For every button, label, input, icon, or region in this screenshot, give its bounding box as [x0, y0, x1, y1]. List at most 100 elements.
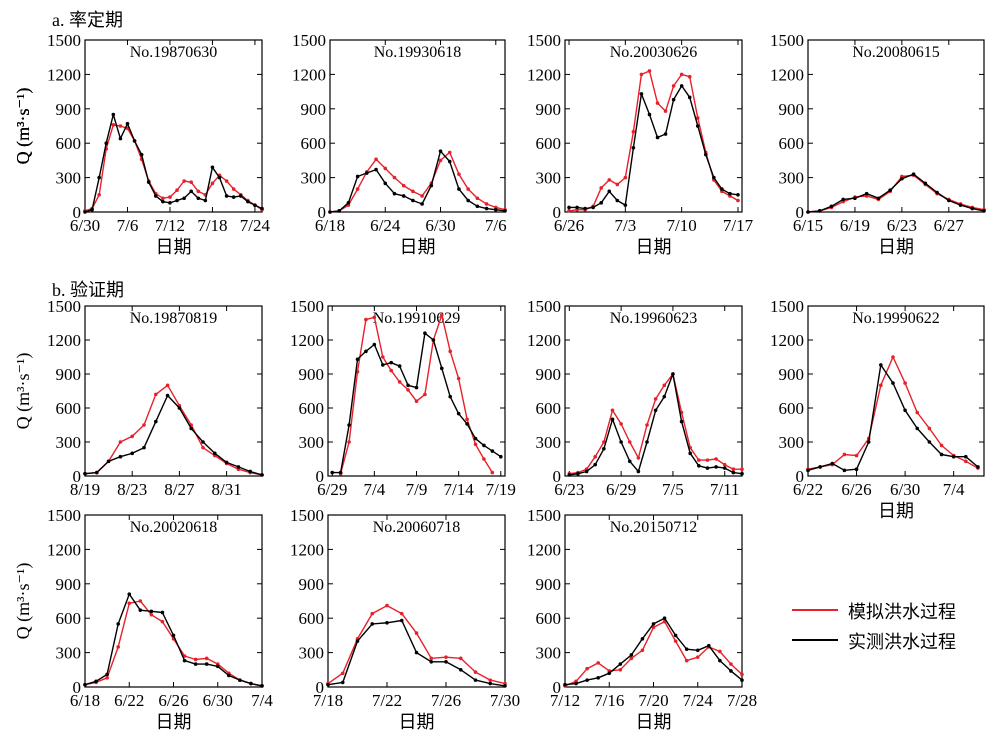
data-point-simulated [593, 454, 598, 459]
data-point-simulated [105, 676, 109, 680]
data-point-simulated [111, 123, 116, 127]
data-point-observed [182, 658, 187, 663]
x-tick-label: 6/22 [114, 691, 144, 710]
data-point-observed [879, 363, 883, 367]
chart-panel-11: 0 300 600 900 1200 1500 7/12 7/16 7/20 7/24 7/28 No… [527, 506, 757, 732]
data-point-observed [260, 684, 264, 688]
data-point-observed [249, 681, 253, 686]
data-point-observed [575, 205, 579, 210]
series-line-observed [807, 173, 985, 213]
data-point-simulated [627, 440, 632, 444]
x-tick-label: 6/26 [841, 480, 871, 499]
chart-title: No.19990622 [852, 310, 940, 327]
data-point-simulated [448, 349, 453, 354]
legend-swatch-observed [792, 639, 838, 641]
x-tick-label: 6/30 [425, 216, 455, 235]
data-point-simulated [655, 101, 660, 105]
x-tick-label: 7/24 [683, 691, 714, 710]
data-point-simulated [423, 392, 427, 397]
data-point-observed [231, 195, 236, 199]
data-point-observed [866, 440, 871, 444]
data-point-simulated [731, 467, 736, 472]
data-point-simulated [639, 72, 644, 77]
y-tick-label: 1500 [290, 297, 324, 316]
data-point-observed [337, 209, 342, 213]
y-tick-label: 300 [299, 433, 325, 452]
y-tick-label: 1500 [290, 506, 324, 525]
x-tick-label: 7/18 [313, 691, 343, 710]
data-point-simulated [399, 611, 404, 616]
data-point-observed [703, 152, 708, 157]
x-tick-label: 8/23 [117, 480, 147, 499]
data-point-simulated [401, 183, 406, 188]
data-point-observed [498, 454, 503, 459]
data-point-observed [493, 207, 498, 212]
data-point-observed [444, 659, 448, 664]
data-point-observed [695, 124, 700, 128]
data-point-observed [177, 406, 182, 410]
data-point-simulated [118, 124, 123, 128]
data-point-observed [458, 668, 463, 672]
y-tick-label: 300 [56, 644, 82, 663]
data-point-observed [165, 393, 170, 398]
data-point-simulated [629, 656, 634, 661]
chart-panel-10: 0 300 600 900 1200 1500 7/18 7/22 7/26 7/30 No.200… [290, 506, 520, 732]
data-point-observed [97, 175, 101, 180]
data-point-observed [923, 181, 928, 186]
data-point-observed [679, 84, 684, 88]
data-point-observed [189, 426, 193, 431]
data-point-simulated [671, 84, 676, 88]
data-point-observed [248, 469, 252, 474]
legend-item-observed: 实测洪水过程 [792, 628, 992, 653]
data-point-observed [364, 349, 368, 354]
y-tick-label: 1500 [47, 297, 81, 316]
data-point-simulated [189, 180, 193, 184]
data-point-observed [591, 205, 595, 210]
chart-title: No.20080615 [852, 44, 940, 61]
y-tick-label: 900 [56, 575, 82, 594]
x-tick-label: 7/28 [727, 691, 757, 710]
y-tick-label: 1200 [527, 540, 561, 559]
legend: 模拟洪水过程 实测洪水过程 [792, 596, 992, 660]
data-point-observed [423, 331, 427, 336]
x-tick-label: 7/26 [431, 691, 461, 710]
data-point-observed [640, 637, 645, 641]
data-point-observed [976, 465, 980, 469]
data-point-simulated [438, 158, 443, 163]
chart-title: No.19910629 [373, 310, 461, 327]
data-point-observed [740, 471, 744, 476]
data-point-simulated [347, 440, 351, 444]
data-point-observed [196, 196, 201, 201]
y-tick-label: 900 [56, 365, 82, 384]
data-point-simulated [420, 194, 424, 198]
data-point-simulated [364, 317, 368, 322]
y-tick-label: 0 [553, 467, 562, 486]
data-point-observed [722, 466, 727, 470]
data-point-simulated [618, 668, 623, 672]
data-point-observed [679, 419, 684, 424]
chart-title: No.19960623 [610, 310, 698, 327]
data-point-simulated [411, 189, 415, 194]
data-point-observed [161, 199, 165, 204]
plot-frame [807, 305, 985, 477]
y-tick-label: 600 [56, 399, 82, 418]
data-point-observed [655, 135, 660, 140]
data-point-simulated [567, 209, 571, 213]
data-point-observed [714, 465, 718, 469]
y-tick-label: 300 [536, 644, 562, 663]
data-point-observed [83, 682, 87, 687]
chart-panel-1: 0 300 600 900 1200 1500 6/30 7/6 7/12 7/18 7/24 No.… [13, 31, 271, 257]
data-point-simulated [444, 655, 448, 659]
chart-panel-6: 0 300 600 900 1200 1500 6/29 7/4 7/9 7/14 7/19 No.1… [290, 297, 516, 499]
data-point-observed [503, 209, 507, 213]
series-line-observed [329, 150, 506, 213]
data-point-simulated [340, 671, 345, 676]
data-point-simulated [915, 410, 920, 415]
y-tick-label: 300 [299, 644, 325, 663]
data-point-simulated [370, 611, 375, 616]
chart-panel-7: 0 300 600 900 1200 1500 6/23 6/29 7/5 7/11 No.1996… [527, 297, 744, 499]
data-point-observed [951, 454, 956, 459]
data-point-observed [888, 188, 892, 193]
chart-panel-4: 0 300 600 900 1200 1500 6/15 6/19 6/23 6/27 No.200… [13, 31, 986, 257]
y-tick-label: 300 [56, 433, 82, 452]
